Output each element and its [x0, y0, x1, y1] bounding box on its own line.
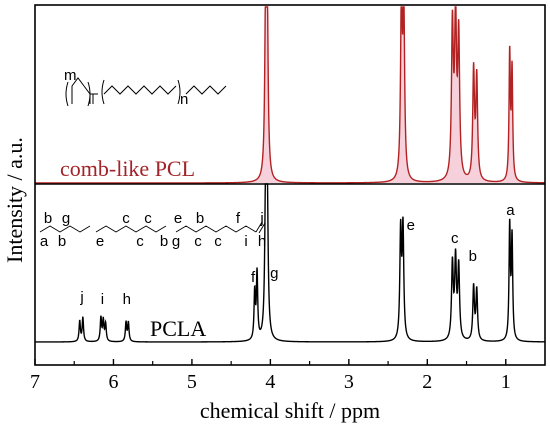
comb-n-label: n [180, 91, 188, 108]
x-tick-label: 4 [265, 371, 275, 393]
x-tick-label: 2 [422, 371, 432, 393]
y-axis-title: Intensity / a.u. [2, 137, 27, 263]
pcla-structure-letter-top: g [62, 210, 70, 227]
pcla-structure-letter-bottom: b [58, 233, 66, 250]
pcla-vinyl-2 [258, 222, 266, 234]
comb-chain [103, 85, 177, 95]
peak-label-c: c [451, 230, 459, 247]
pcla-structure-letters: b g c c e b f ja b e c b g c c i h [40, 210, 266, 250]
pcla-structure-letter-top: e [174, 210, 182, 227]
pcla-structure-letter-bottom: e [96, 233, 104, 250]
peak-label-j: j [79, 289, 83, 306]
peak-label-g: g [270, 265, 278, 282]
comb-pcl-structure [65, 77, 227, 107]
comb-bracket-n-right [177, 79, 181, 105]
x-tick-label: 6 [108, 371, 118, 393]
peak-label-a: a [506, 202, 515, 219]
comb-bracket-left [65, 81, 69, 107]
pcla-structure-letter-bottom: c [136, 233, 144, 250]
pcla-structure-letter-bottom: c [214, 233, 222, 250]
x-tick-label: 3 [344, 371, 354, 393]
pcla-structure-letter-top: f [236, 210, 241, 227]
series-label-pcla: PCLA [150, 316, 206, 341]
pcla-structure-letter-top: c [144, 210, 152, 227]
comb-backbone [71, 77, 85, 87]
pcla-structure-letter-bottom: b [160, 233, 168, 250]
peak-label-i: i [101, 291, 104, 308]
pcla-structure-letter-bottom: h [258, 233, 266, 250]
series-line-1 [35, 183, 545, 343]
peak-label-e: e [407, 217, 415, 234]
pcla-chain-2 [95, 225, 167, 233]
series-layer [35, 6, 545, 343]
pcla-structure-letter-top: b [44, 210, 52, 227]
pcla-structure-letter-top: c [122, 210, 130, 227]
comb-tail [185, 85, 227, 95]
comb-bracket-n-left [101, 79, 105, 105]
comb-bracket-right [87, 81, 91, 107]
pcla-chain-3 [175, 225, 257, 233]
series-label-comb-pcl: comb-like PCL [60, 156, 195, 181]
x-axis-title: chemical shift / ppm [200, 398, 380, 423]
peak-label-h: h [123, 291, 131, 308]
pcla-structure-letter-bottom: g [172, 233, 180, 250]
pcla-structure-letter-top: b [196, 210, 204, 227]
plot-frame [34, 4, 546, 366]
x-tick-label: 1 [501, 371, 511, 393]
x-axis: 7 6 5 4 3 2 1 [30, 359, 511, 393]
pcla-structure-letter-top: j [259, 210, 263, 227]
pcla-structure-letter-bottom: i [244, 233, 247, 250]
x-tick-label: 5 [187, 371, 197, 393]
pcla-vinyl [255, 221, 263, 233]
pcla-structure-letter-bottom: c [194, 233, 202, 250]
comb-m-label: m [64, 67, 77, 84]
pcla-structure [39, 221, 266, 234]
peak-label-f: f [251, 269, 256, 286]
comb-ester-link [83, 85, 98, 95]
peak-label-b: b [469, 248, 477, 265]
x-tick-label: 7 [30, 371, 40, 393]
series-line-0 [35, 6, 545, 184]
pcla-chain-1 [39, 225, 91, 233]
pcla-structure-letter-bottom: a [40, 233, 49, 250]
